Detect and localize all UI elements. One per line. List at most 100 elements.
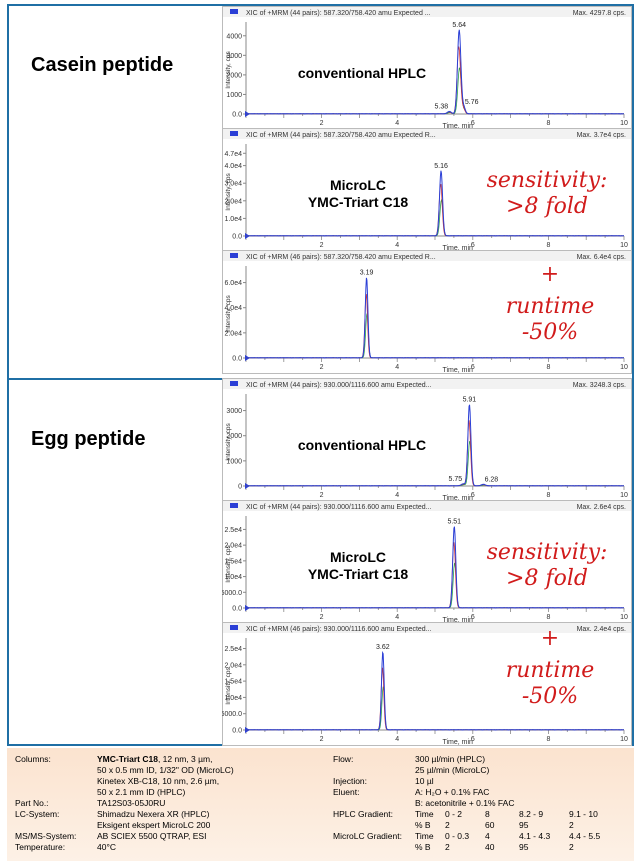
y-tick-label: 0.0 [232, 234, 242, 241]
x-tick-label: 6 [471, 736, 475, 743]
columns-line3: Kinetex XB-C18, 10 nm, 2.6 µm, [97, 776, 220, 786]
casein-microlc-fast-chromatogram: XIC of +MRM (46 pairs): 587.320/758.420 … [222, 250, 632, 374]
hplc-time-cell: 8 [485, 809, 490, 819]
max-intensity-label: Max. 2.4e4 cps. [577, 626, 626, 633]
micro-percent-b-cell: 95 [519, 842, 529, 852]
chart-header: XIC of +MRM (44 pairs): 930.000/1116.600… [246, 382, 432, 389]
hplc-time-cell: 9.1 - 10 [569, 809, 598, 819]
peak-label: 5.16 [434, 163, 448, 170]
y-tick-label: 1000 [226, 458, 242, 465]
peak-label: 6.28 [485, 476, 499, 483]
max-intensity-label: Max. 4297.8 cps. [573, 10, 626, 17]
partno-label: Part No.: [15, 798, 49, 808]
hplc-time-cell: Time [415, 809, 434, 819]
trace-blue [245, 29, 625, 115]
x-axis-label: Time, min [442, 739, 473, 746]
chart-header: XIC of +MRM (44 pairs): 587.320/758.420 … [246, 10, 431, 17]
temp-value: 40°C [97, 842, 116, 852]
partno-value: TA12S03-05J0RU [97, 798, 166, 808]
plus-sign: + [540, 626, 560, 651]
x-axis-label: Time, min [442, 245, 473, 252]
method-label: MicroLC [330, 177, 386, 193]
injection-label: Injection: [333, 776, 368, 786]
y-tick-label: 5000.0 [222, 711, 242, 718]
sensitivity-value: >8 fold [506, 194, 588, 219]
injection-value: 10 µl [415, 776, 434, 786]
x-tick-label: 6 [471, 120, 475, 127]
chromatogram-svg: XIC of +MRM (44 pairs): 930.000/1116.600… [222, 378, 632, 502]
x-tick-label: 2 [320, 242, 324, 249]
header-bar [223, 7, 631, 17]
method-label: conventional HPLC [298, 437, 426, 453]
x-axis-label: Time, min [442, 617, 473, 624]
trace-blue [245, 170, 625, 237]
trace-blue [245, 277, 625, 359]
micro-time-cell: Time [415, 831, 434, 841]
panel-frame [222, 250, 632, 374]
y-tick-label: 5000.0 [222, 590, 242, 597]
x-tick-label: 6 [471, 242, 475, 249]
sensitivity-label: sensitivity: [486, 540, 608, 565]
y-tick-label: 0.0 [232, 728, 242, 735]
peak-label: 5.51 [447, 518, 461, 525]
trace-blue [245, 650, 625, 731]
method-label: MicroLC [330, 549, 386, 565]
micro-percent-b-cell: 2 [445, 842, 450, 852]
x-tick-label: 10 [620, 492, 628, 499]
trace-blue [245, 526, 625, 609]
flow-label: Flow: [333, 754, 354, 764]
chart-header: XIC of +MRM (46 pairs): 930.000/1116.600… [246, 626, 432, 633]
max-intensity-label: Max. 6.4e4 cps. [577, 254, 626, 261]
y-tick-label: 6.0e4 [224, 280, 242, 287]
casein-title: Casein peptide [31, 54, 174, 76]
sensitivity-annotation-casein: sensitivity: >8 fold [462, 168, 632, 220]
hplc-percent-b-cell: 95 [519, 820, 529, 830]
x-tick-label: 4 [395, 120, 399, 127]
x-tick-label: 6 [471, 614, 475, 621]
columns-line4: 50 x 2.1 mm ID (HPLC) [97, 787, 186, 797]
chromatogram-svg: XIC of +MRM (46 pairs): 587.320/758.420 … [222, 250, 632, 374]
max-intensity-label: Max. 3248.3 cps. [573, 382, 626, 389]
chromatogram-svg: XIC of +MRM (46 pairs): 930.000/1116.600… [222, 622, 632, 746]
column-label: YMC-Triart C18 [308, 194, 409, 210]
hplc-time-cell: 0 - 2 [445, 809, 463, 819]
y-axis-label: Intensity, cps [225, 667, 232, 705]
x-tick-label: 8 [546, 364, 550, 371]
y-tick-label: 0.0 [232, 112, 242, 119]
x-tick-label: 4 [395, 242, 399, 249]
header-marker-icon [230, 9, 238, 14]
micro-percent-b-cell: 2 [569, 842, 574, 852]
panel-frame [222, 500, 632, 624]
plus-sign: + [540, 262, 560, 287]
header-marker-icon [230, 381, 238, 386]
method-label: conventional HPLC [298, 65, 426, 81]
y-tick-label: 4.0e4 [224, 305, 242, 312]
y-tick-label: 1.0e4 [224, 695, 242, 702]
y-tick-label: 2.5e4 [224, 527, 242, 534]
header-bar [223, 251, 631, 261]
y-tick-label: 1.5e4 [224, 679, 242, 686]
columns-line2: 50 x 0.5 mm ID, 1/32" OD (MicroLC) [97, 765, 234, 775]
x-tick-label: 6 [471, 364, 475, 371]
y-axis-label: Intensity, cps [225, 295, 232, 333]
chromatogram-svg: XIC of +MRM (44 pairs): 930.000/1116.600… [222, 500, 632, 624]
ms-label: MS/MS-System: [15, 831, 77, 841]
y-tick-label: 2.0e4 [224, 543, 242, 550]
x-tick-label: 4 [395, 364, 399, 371]
hplc-percent-b-cell: 2 [569, 820, 574, 830]
micro-time-cell: 4.1 - 4.3 [519, 831, 551, 841]
peak-label: 5.76 [465, 99, 479, 106]
x-tick-label: 8 [546, 492, 550, 499]
flow-line2: 25 µl/min (MicroLC) [415, 765, 490, 775]
header-bar [223, 623, 631, 633]
egg-title: Egg peptide [31, 428, 146, 450]
hplc-time-cell: 8.2 - 9 [519, 809, 544, 819]
lc-line2: Eksigent ekspert MicroLC 200 [97, 820, 211, 830]
x-tick-label: 10 [620, 120, 628, 127]
chart-header: XIC of +MRM (44 pairs): 587.320/758.420 … [246, 132, 436, 139]
header-marker-icon [230, 503, 238, 508]
eluent-a: A: H₂O + 0.1% FAC [415, 787, 490, 797]
hplc-percent-b-cell: 60 [485, 820, 495, 830]
y-tick-label: 4.0e4 [224, 163, 242, 170]
x-axis-label: Time, min [442, 123, 473, 130]
